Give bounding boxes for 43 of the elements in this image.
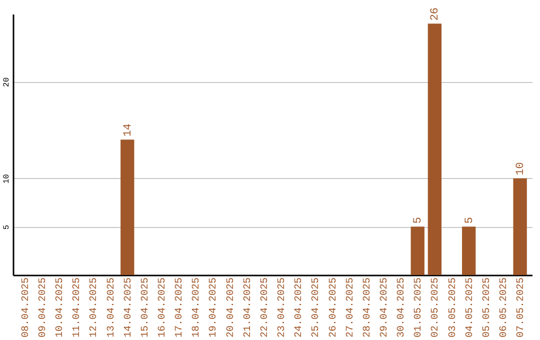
- x-tick-label: 06.05.2025: [498, 278, 510, 338]
- data-label: 26: [430, 7, 442, 21]
- x-tick-label: 04.05.2025: [464, 278, 476, 338]
- bar: [462, 226, 476, 275]
- x-tick-label: 24.04.2025: [294, 278, 306, 338]
- x-tick-label: 15.04.2025: [140, 278, 152, 338]
- y-tick-label: 20: [2, 77, 12, 87]
- x-tick-label: 14.04.2025: [123, 278, 134, 338]
- x-tick-label: 25.04.2025: [311, 278, 322, 338]
- x-tick-label: 05.05.2025: [482, 278, 493, 338]
- data-label: 5: [412, 217, 425, 224]
- x-tick-label: 13.04.2025: [106, 278, 118, 338]
- x-tick-label: 11.04.2025: [72, 278, 84, 338]
- y-tick-label: 5: [2, 224, 12, 230]
- x-tick-label: 20.04.2025: [226, 278, 237, 338]
- x-tick-label: 08.04.2025: [20, 278, 32, 338]
- data-label: 5: [464, 217, 476, 224]
- x-tick-label: 23.04.2025: [277, 278, 288, 338]
- x-tick-label: 22.04.2025: [260, 278, 271, 338]
- x-tick-label: 19.04.2025: [208, 278, 220, 338]
- data-label: 14: [122, 123, 134, 137]
- x-tick-label: 10.04.2025: [55, 278, 66, 338]
- x-tick-label: 03.05.2025: [448, 278, 459, 338]
- x-tick-label: 09.04.2025: [38, 278, 50, 338]
- x-tick-label: 21.04.2025: [242, 278, 254, 338]
- x-tick-label: 16.04.2025: [158, 278, 169, 338]
- x-tick-label: 01.05.2025: [414, 278, 425, 338]
- x-tick-label: 28.04.2025: [362, 278, 374, 338]
- bar: [120, 140, 134, 275]
- x-tick-label: 18.04.2025: [192, 278, 203, 338]
- y-tick-label: 10: [2, 174, 12, 184]
- x-tick-label: 02.05.2025: [430, 278, 442, 338]
- x-tick-label: 12.04.2025: [89, 278, 100, 338]
- x-tick-label: 29.04.2025: [379, 278, 390, 338]
- x-tick-label: 30.04.2025: [396, 278, 408, 338]
- bar: [513, 178, 527, 275]
- x-tick-label: 17.04.2025: [174, 278, 186, 338]
- bar: [410, 226, 424, 275]
- x-tick-label: 07.05.2025: [516, 278, 528, 338]
- data-label: 10: [515, 162, 528, 176]
- x-tick-label: 27.04.2025: [345, 278, 356, 338]
- bar: [428, 24, 442, 275]
- x-tick-label: 26.04.2025: [328, 278, 340, 338]
